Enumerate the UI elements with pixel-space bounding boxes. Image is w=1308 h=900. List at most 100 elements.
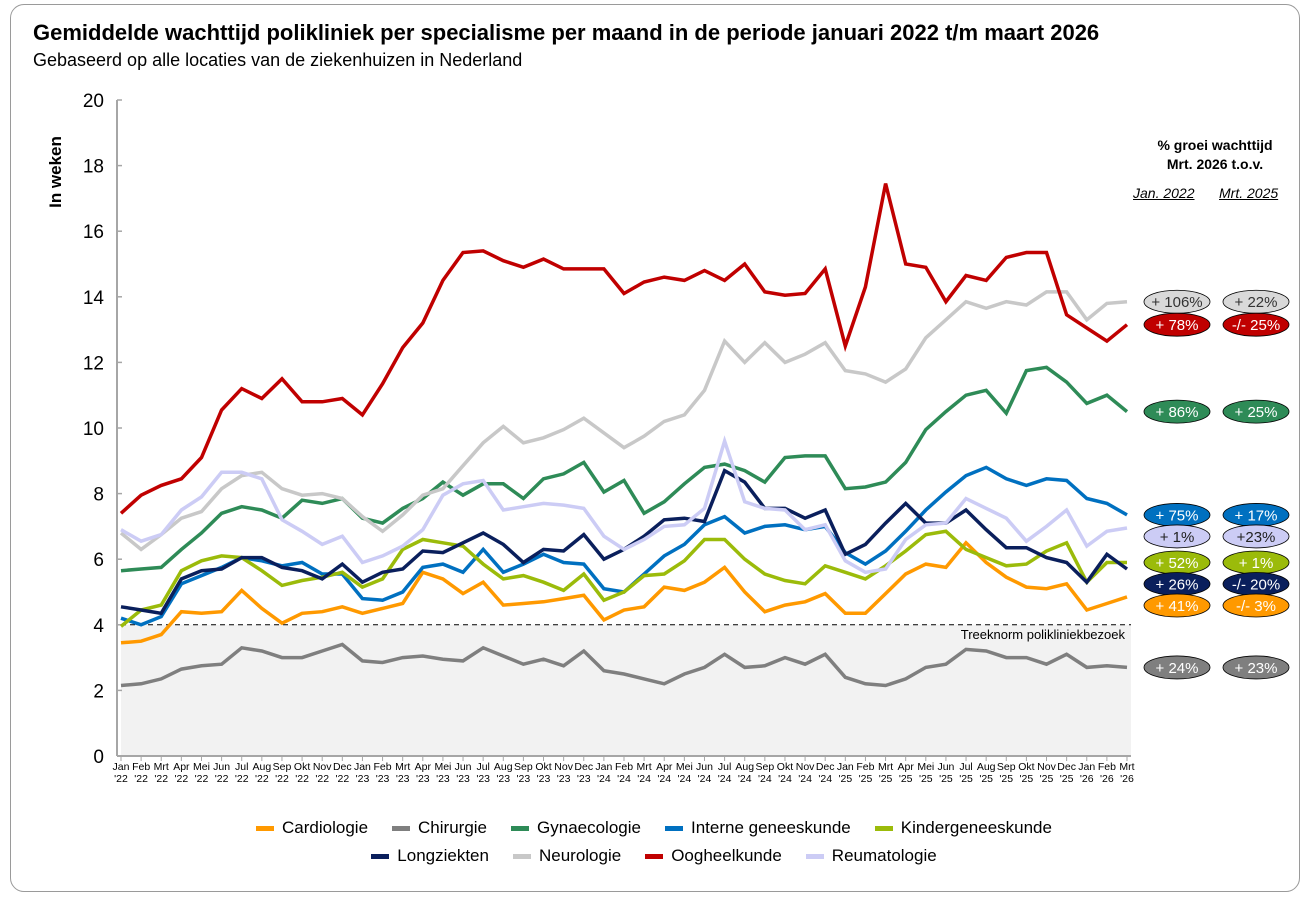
x-tick-label-month: Jun	[696, 761, 713, 773]
legend-row-2: Longziekten Neurologie Oogheelkunde Reumato…	[0, 846, 1308, 866]
legend-label: Longziekten	[397, 846, 489, 865]
x-tick-label-year: '22	[215, 773, 229, 785]
x-tick-label-year: '25	[999, 773, 1013, 785]
x-tick-label-month: Aug	[252, 761, 271, 773]
growth-badge-text: + 1%	[1160, 529, 1195, 546]
x-tick-label-month: Okt	[294, 761, 310, 773]
legend-swatch	[511, 826, 530, 832]
x-tick-label-year: '25	[1060, 773, 1074, 785]
legend-swatch	[256, 826, 275, 832]
x-tick-label-year: '25	[859, 773, 873, 785]
x-tick-label-year: '22	[255, 773, 269, 785]
growth-badge-cardiologie-mrt2025	[1222, 593, 1290, 618]
x-tick-label-month: Sep	[997, 761, 1016, 773]
y-tick-label: 12	[83, 353, 104, 374]
series-line-neurologie	[119, 290, 1128, 552]
x-tick-label-month: Apr	[656, 761, 673, 773]
x-tick-label-month: Jan	[113, 761, 130, 773]
growth-badge-text: + 24%	[1156, 660, 1199, 677]
y-tick-label: 2	[93, 681, 104, 702]
x-tick-label-month: Okt	[535, 761, 551, 773]
series-line-interne-geneeskunde	[120, 465, 1128, 627]
x-tick-label-year: '25	[838, 773, 852, 785]
growth-badge-text: + 17%	[1235, 507, 1278, 524]
x-tick-label-year: '26	[1100, 773, 1114, 785]
x-tick-label-year: '22	[295, 773, 309, 785]
x-tick-label-month: Aug	[735, 761, 754, 773]
x-tick-label-year: '24	[617, 773, 631, 785]
x-tick-label-year: '23	[376, 773, 390, 785]
x-tick-label-month: Sep	[514, 761, 533, 773]
x-tick-label-month: Jan	[595, 761, 612, 773]
growth-badge-text: + 23%	[1235, 660, 1278, 677]
legend-swatch	[805, 854, 824, 860]
x-tick-label-month: Jul	[476, 761, 489, 773]
growth-badge-text: + 78%	[1156, 317, 1199, 334]
growth-badge-cardiologie-jan2022	[1143, 593, 1211, 618]
chart-title: Gemiddelde wachttijd polikliniek per spe…	[33, 20, 1100, 45]
x-tick-label-month: Apr	[898, 761, 915, 773]
growth-badge-text: + 1%	[1239, 555, 1274, 572]
legend-label: Gynaecologie	[537, 818, 641, 837]
x-tick-label-month: Feb	[132, 761, 150, 773]
y-tick-label: 10	[83, 419, 104, 440]
x-tick-label-month: Aug	[494, 761, 513, 773]
y-tick-label: 16	[83, 222, 104, 243]
legend-item-oogheelkunde: Oogheelkunde	[645, 846, 782, 866]
x-tick-label-month: Nov	[313, 761, 332, 773]
x-tick-label-month: Jun	[455, 761, 472, 773]
x-tick-label-year: '22	[315, 773, 329, 785]
x-tick-label-year: '25	[959, 773, 973, 785]
x-tick-label-month: Feb	[615, 761, 633, 773]
x-tick-label-month: Feb	[1098, 761, 1116, 773]
x-tick-label-month: Sep	[273, 761, 292, 773]
x-tick-label-year: '23	[476, 773, 490, 785]
legend-swatch	[874, 826, 893, 832]
x-tick-label-year: '23	[396, 773, 410, 785]
series-layer	[119, 183, 1129, 688]
x-tick-label-year: '26	[1080, 773, 1094, 785]
legend-swatch	[512, 854, 531, 860]
x-tick-label-year: '24	[637, 773, 651, 785]
growth-badge-reumatologie-mrt2025	[1222, 524, 1290, 549]
x-tick-label-month: Aug	[977, 761, 996, 773]
x-tick-label-year: '24	[657, 773, 671, 785]
x-tick-label-month: Mrt	[1119, 761, 1134, 773]
x-tick-label-year: '22	[134, 773, 148, 785]
x-tick-label-month: Sep	[755, 761, 774, 773]
x-tick-label-month: Mei	[676, 761, 693, 773]
x-tick-label-year: '23	[416, 773, 430, 785]
legend-item-longziekten: Longziekten	[371, 846, 489, 866]
x-tick-label-month: Mei	[434, 761, 451, 773]
x-tick-label-month: Mei	[917, 761, 934, 773]
legend-label: Chirurgie	[418, 818, 488, 837]
x-tick-label-year: '23	[537, 773, 551, 785]
legend-item-interne-geneeskunde: Interne geneeskunde	[664, 818, 851, 838]
legend-label: Oogheelkunde	[671, 846, 782, 865]
x-tick-label-month: Apr	[173, 761, 190, 773]
x-tick-label-year: '23	[436, 773, 450, 785]
growth-badge-text: + 75%	[1156, 507, 1199, 524]
growth-badge-text: -/- 25%	[1232, 317, 1280, 334]
series-line-kindergeneeskunde	[119, 529, 1127, 628]
treeknorm-label: Treeknorm polikliniekbezoek	[961, 627, 1126, 642]
x-tick-label-year: '22	[154, 773, 168, 785]
x-tick-label-month: Mei	[193, 761, 210, 773]
y-tick-label: 8	[93, 485, 104, 506]
x-tick-label-month: Mrt	[154, 761, 169, 773]
x-tick-label-year: '22	[114, 773, 128, 785]
legend-swatch	[392, 826, 411, 832]
x-tick-label-month: Okt	[1018, 761, 1034, 773]
growth-badge-gynaecologie-mrt2025	[1222, 399, 1290, 424]
x-tick-label-month: Nov	[554, 761, 573, 773]
growth-badge-text: + 26%	[1156, 576, 1199, 593]
x-tick-label-year: '24	[758, 773, 772, 785]
x-tick-label-month: Jul	[718, 761, 731, 773]
x-tick-label-month: Jan	[837, 761, 854, 773]
y-tick-label: 6	[93, 550, 104, 571]
legend-swatch	[645, 854, 664, 860]
x-tick-label-year: '24	[738, 773, 752, 785]
x-tick-label-month: Mrt	[878, 761, 893, 773]
x-tick-label-year: '25	[1040, 773, 1054, 785]
x-tick-label-month: Dec	[1057, 761, 1076, 773]
